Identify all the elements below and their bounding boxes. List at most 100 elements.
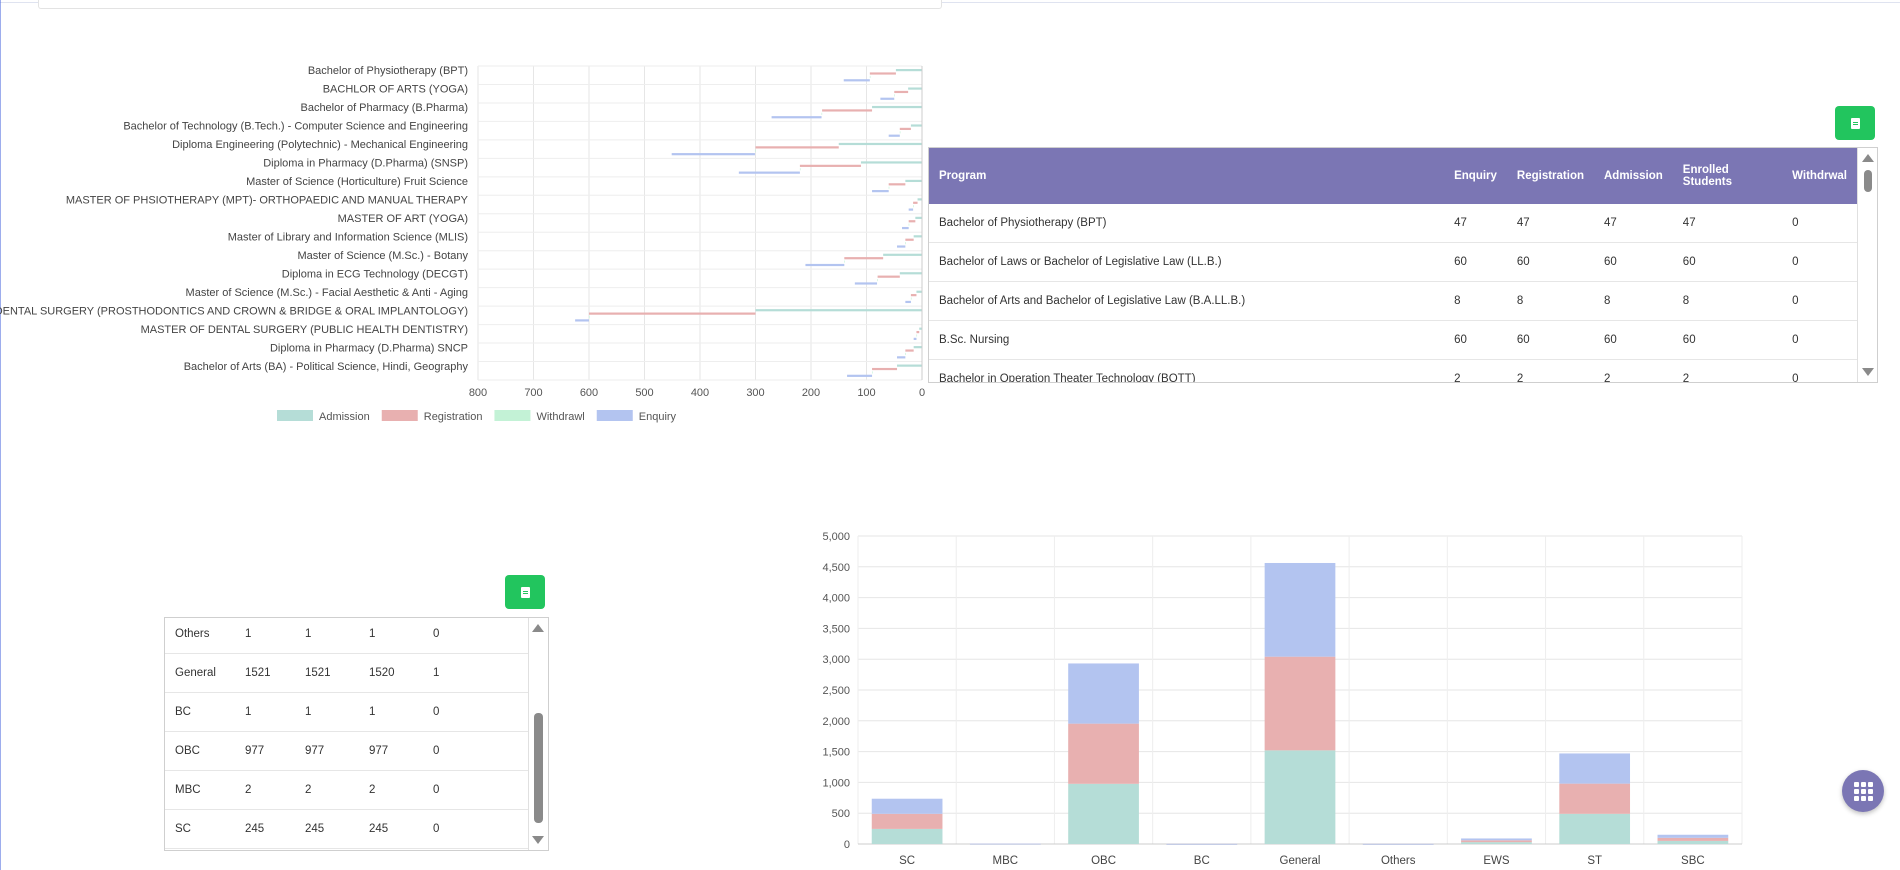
bar-withdrawl: [799, 168, 801, 171]
bar-admission: [913, 235, 922, 238]
table-cell: 47: [1594, 204, 1673, 243]
bar-enquiry: [913, 337, 917, 340]
legend-swatch: [494, 410, 531, 421]
bar-admission: [860, 161, 922, 164]
y-tick-label: MASTER OF PHSIOTHERAPY (MPT)- ORTHOPAEDI…: [66, 195, 469, 207]
table-cell: 0: [423, 731, 528, 771]
table-cell: 1: [295, 618, 359, 654]
bar-admission: [899, 272, 922, 275]
table-cell: 60: [1444, 320, 1507, 360]
table-row: Bachelor of Arts and Bachelor of Legisla…: [929, 281, 1857, 321]
table-row: Others 1 1 1 0: [165, 618, 528, 654]
legend-label: Withdrawl: [536, 411, 584, 423]
file-download-icon: [1850, 117, 1860, 129]
program-table-scrollbar[interactable]: [1857, 148, 1877, 382]
x-tick-label: 300: [746, 387, 764, 399]
category-bar-chart: 0 500 1,000 1,500 2,000 2,500 3,000 3,500 4,000 4…: [822, 531, 1743, 867]
x-tick-label: 200: [802, 387, 820, 399]
bar-enquiry: [843, 79, 870, 82]
category-download-button[interactable]: [505, 575, 545, 609]
legend-label: Enquiry: [639, 411, 677, 423]
table-cell: 2: [359, 770, 423, 810]
bar-admission: [915, 216, 922, 219]
y-tick-label: Bachelor of Physiotherapy (BPT): [308, 65, 468, 77]
x-tick-label: BC: [1194, 855, 1210, 867]
y-tick-label: 4,500: [822, 562, 850, 574]
scroll-thumb[interactable]: [534, 713, 543, 823]
table-cell: 2: [1672, 359, 1783, 382]
x-tick-label: Others: [1381, 855, 1416, 867]
bar-withdrawl: [916, 334, 918, 337]
bar-enquiry: [880, 97, 895, 100]
bar-registration: [871, 813, 943, 829]
table-cell: 0: [1782, 281, 1857, 321]
scroll-down-icon[interactable]: [532, 836, 544, 844]
program-table: Program Enquiry Registration Admission Enrol…: [928, 147, 1878, 383]
y-tick-label: Master of Science (M.Sc.) - Facial Aesth…: [186, 287, 468, 299]
program-bar-chart: 800 700 600 500 400 300 200 100 0 Bachelor of Phy…: [0, 65, 925, 423]
scroll-up-icon[interactable]: [1862, 154, 1874, 162]
bar-registration: [910, 294, 917, 297]
table-cell: 0: [423, 692, 528, 732]
table-cell: 977: [295, 731, 359, 771]
bar-enquiry: [905, 300, 911, 304]
program-col-header[interactable]: Registration: [1506, 148, 1594, 204]
x-tick-label: 800: [469, 387, 487, 399]
bar-enquiry: [738, 171, 800, 174]
bar-withdrawl: [910, 297, 912, 300]
bar-withdrawl: [589, 315, 590, 319]
bar-admission: [916, 290, 922, 293]
bar-registration: [913, 201, 918, 204]
table-cell: 60: [1506, 320, 1594, 360]
scroll-down-icon[interactable]: [1862, 368, 1874, 376]
bar-enquiry: [902, 226, 909, 230]
bar-enquiry: [1362, 843, 1434, 845]
x-tick-label: MBC: [993, 855, 1019, 867]
y-tick-label: Diploma in Pharmacy (D.Pharma) (SNSP): [263, 158, 468, 170]
bar-registration: [589, 312, 756, 315]
bar-enquiry: [671, 153, 755, 156]
x-tick-label: EWS: [1483, 855, 1510, 867]
table-cell: 8: [1444, 281, 1507, 321]
table-cell: 60: [1672, 242, 1783, 282]
program-col-header[interactable]: Withdrwal: [1782, 148, 1857, 204]
x-tick-label: 0: [919, 387, 925, 399]
bar-registration: [899, 127, 911, 131]
top-border: [0, 2, 1900, 3]
y-tick-label: 0: [844, 839, 850, 851]
bar-enquiry: [1461, 838, 1532, 841]
table-cell: 60: [1444, 242, 1507, 282]
x-tick-label: General: [1280, 855, 1321, 867]
program-col-header[interactable]: Enrolled Students: [1672, 148, 1783, 204]
y-tick-label: 3,500: [822, 623, 850, 635]
program-col-header[interactable]: Enquiry: [1444, 148, 1507, 204]
table-cell: Others: [165, 618, 235, 654]
bar-registration: [1264, 656, 1336, 751]
bar-admission: [908, 87, 922, 90]
scroll-up-icon[interactable]: [532, 624, 544, 632]
table-cell: 0: [1782, 242, 1857, 282]
bar-admission: [1068, 783, 1139, 844]
y-tick-label: Bachelor of Arts (BA) - Political Scienc…: [184, 361, 469, 373]
bar-registration: [755, 146, 839, 149]
bar-admission: [897, 364, 922, 367]
table-row: OBC 977 977 977 0: [165, 731, 528, 771]
y-tick-label: 5,000: [822, 531, 850, 543]
scroll-thumb[interactable]: [1864, 170, 1872, 192]
program-col-header[interactable]: Program: [929, 148, 1445, 204]
program-col-header[interactable]: Admission: [1594, 148, 1673, 204]
table-cell: 0: [1782, 320, 1857, 360]
apps-menu-button[interactable]: [1842, 770, 1884, 812]
program-download-button[interactable]: [1835, 106, 1875, 140]
bar-enquiry: [847, 374, 873, 377]
category-table-scrollbar[interactable]: [528, 618, 548, 850]
bar-registration: [822, 109, 873, 112]
table-cell: 1521: [235, 653, 295, 693]
bar-enquiry: [1166, 843, 1238, 845]
bar-enquiry: [771, 116, 822, 119]
bar-registration: [877, 275, 900, 278]
bar-admission: [1559, 813, 1631, 844]
bar-admission: [905, 179, 922, 183]
y-tick-label: MASTER OF DENTAL SURGERY (PUBLIC HEALTH …: [141, 324, 468, 336]
file-download-icon: [520, 586, 530, 598]
